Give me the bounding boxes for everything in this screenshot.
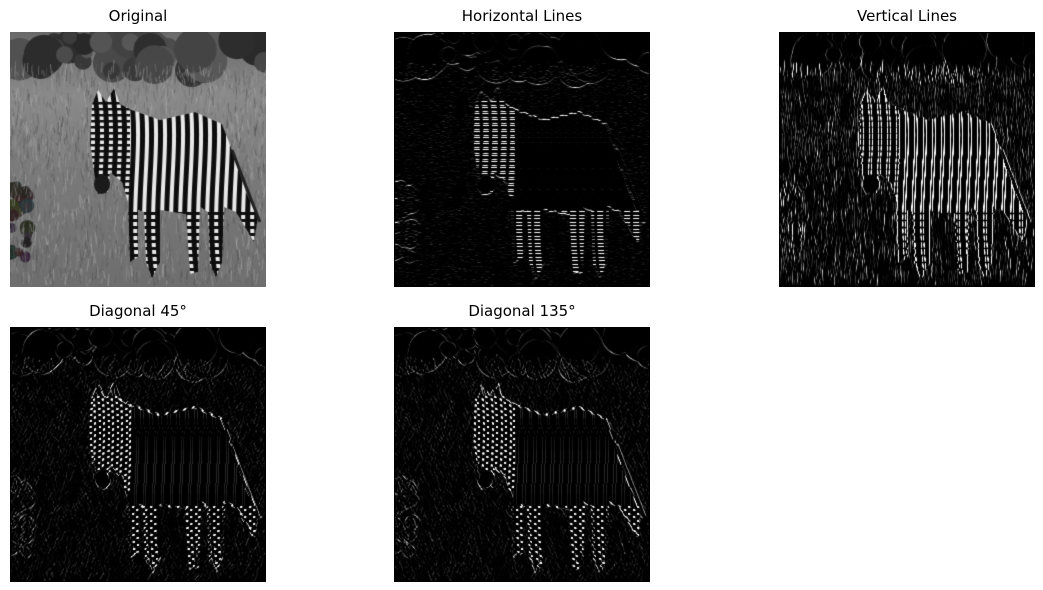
panel-title-vertical-lines: Vertical Lines <box>857 7 957 25</box>
panel-title-diagonal-135: Diagonal 135° <box>468 302 576 320</box>
panel-title-original: Original <box>108 7 168 25</box>
panel-title-horizontal-lines: Horizontal Lines <box>461 7 583 25</box>
zebra-grayscale-photo <box>10 32 266 287</box>
panel-original: Original <box>10 0 266 290</box>
zebra-diagonal-45-edge-map <box>10 327 266 582</box>
panel-vertical-lines: Vertical Lines <box>779 0 1035 290</box>
zebra-diagonal-135-edge-map <box>394 327 650 582</box>
zebra-vertical-edge-map <box>779 32 1035 287</box>
panel-horizontal-lines: Horizontal Lines <box>394 0 650 290</box>
panel-title-diagonal-45: Diagonal 45° <box>89 302 187 320</box>
zebra-horizontal-edge-map <box>394 32 650 287</box>
panel-diagonal-135: Diagonal 135° <box>394 295 650 585</box>
panel-diagonal-45: Diagonal 45° <box>10 295 266 585</box>
